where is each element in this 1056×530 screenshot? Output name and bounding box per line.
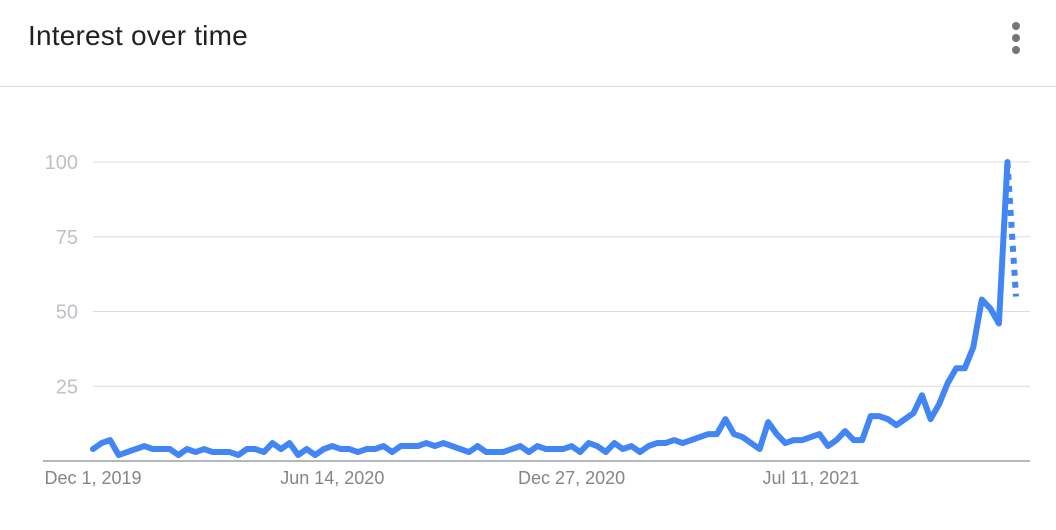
y-tick-label: 75 (56, 227, 78, 249)
series-partial-line (1004, 161, 1019, 297)
chart-title: Interest over time (28, 20, 248, 51)
menu-dot (1012, 46, 1020, 54)
x-tick-label: Dec 27, 2020 (518, 468, 625, 488)
menu-dot (1012, 22, 1020, 30)
series-line (90, 159, 1011, 459)
y-tick-label: 25 (56, 376, 78, 398)
y-tick-label: 50 (56, 302, 78, 324)
menu-dot (1012, 34, 1020, 42)
x-tick-label: Dec 1, 2019 (44, 468, 141, 488)
x-tick-label: Jun 14, 2020 (280, 468, 384, 488)
more-vert-icon[interactable] (1000, 18, 1032, 58)
y-tick-label: 100 (45, 152, 78, 174)
x-tick-label: Jul 11, 2021 (763, 468, 860, 488)
card-header: Interest over time (0, 0, 1056, 87)
